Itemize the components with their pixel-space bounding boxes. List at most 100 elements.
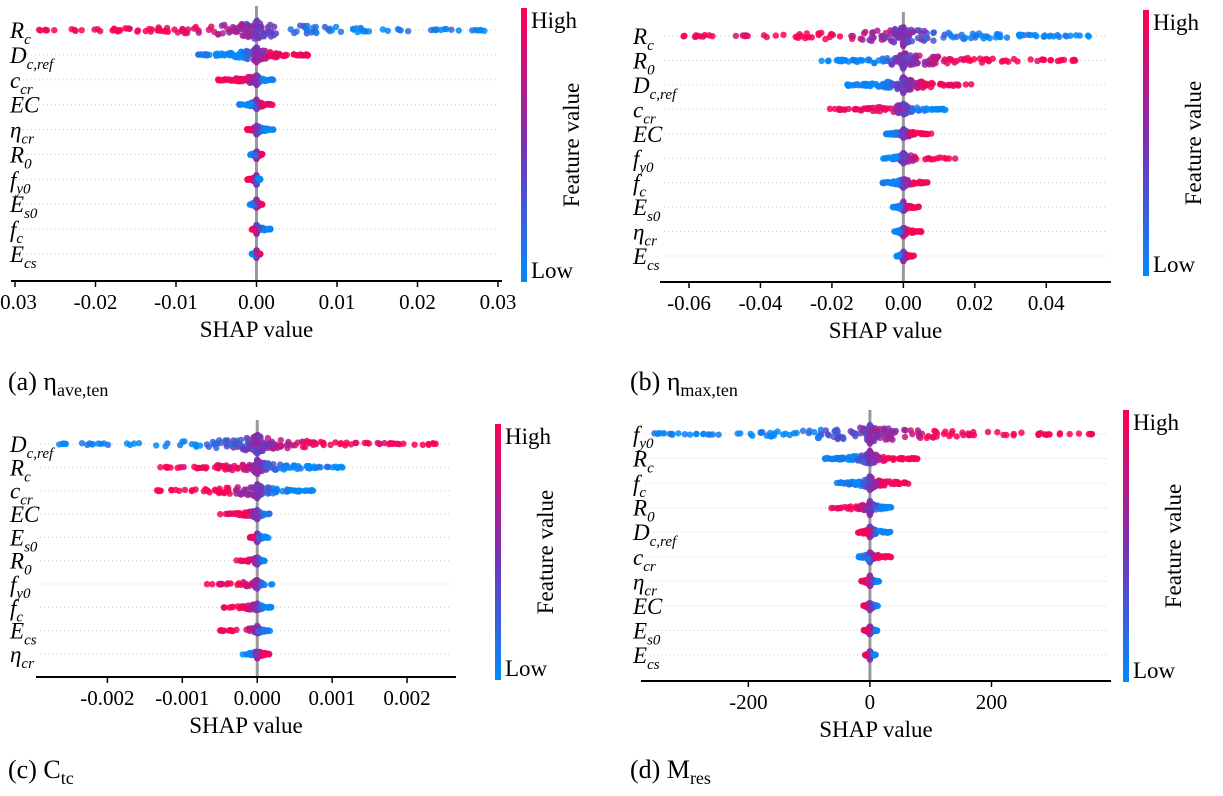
beeswarm-ccr (153, 481, 317, 502)
shap-point (264, 100, 271, 108)
shap-point (155, 487, 162, 495)
shap-point (985, 56, 992, 64)
shap-point (763, 33, 770, 41)
shap-point (790, 430, 798, 437)
shap-point (980, 35, 987, 42)
shap-point (913, 228, 920, 235)
shap-point (867, 428, 874, 435)
shap-point (827, 31, 835, 38)
beeswarm-Ecs (861, 648, 879, 663)
shap-point (244, 33, 252, 40)
shap-point (946, 432, 953, 440)
shap-point (244, 176, 251, 183)
shap-point (304, 22, 311, 29)
shap-point (896, 252, 903, 259)
shap-point (905, 86, 912, 93)
shap-point (908, 60, 915, 67)
shap-point (252, 104, 259, 111)
shap-point (888, 504, 895, 511)
shap-point (337, 28, 345, 35)
x-tick-label: 0.02 (399, 290, 436, 314)
shap-point (215, 31, 222, 38)
feature-label: ccr (10, 479, 33, 509)
feature-label: Rc (9, 455, 31, 485)
shap-point (872, 627, 879, 634)
shap-point (845, 504, 852, 511)
shap-point (838, 58, 845, 65)
shap-point (805, 429, 813, 437)
shap-point (267, 581, 275, 588)
shap-point (218, 50, 225, 57)
shap-point (385, 441, 393, 448)
colorbar: High Low Feature value (1123, 410, 1186, 683)
shap-point (437, 26, 445, 34)
shap-point (222, 76, 229, 83)
shap-point (1047, 32, 1054, 39)
shap-point (901, 433, 909, 441)
shap-point (1060, 56, 1068, 63)
shap-point (213, 444, 220, 452)
shap-point (267, 21, 274, 28)
shap-point (477, 26, 484, 34)
shap-point (254, 98, 261, 105)
feature-label: fy0 (633, 422, 654, 452)
shap-point (968, 81, 975, 88)
shap-point (390, 440, 397, 447)
shap-point (931, 106, 938, 113)
shap-point (866, 509, 874, 516)
shap-point (878, 503, 886, 510)
shap-point (910, 252, 918, 259)
shap-point (301, 487, 309, 494)
x-tick-label: 0.002 (383, 686, 430, 710)
shap-point (153, 442, 160, 449)
shap-point (768, 433, 775, 440)
feature-label: ηcr (10, 118, 34, 148)
shap-point (258, 33, 265, 40)
beeswarm-Dc,ref (195, 44, 311, 66)
feature-label: Ecs (9, 619, 37, 649)
beeswarm-Rc (157, 456, 346, 478)
shap-point (285, 440, 292, 447)
shap-point (1018, 429, 1025, 436)
shap-point (249, 439, 256, 446)
shap-point (836, 33, 844, 40)
shap-point (864, 576, 871, 583)
shap-point (262, 47, 269, 55)
shap-point (239, 651, 246, 658)
panel-caption: (a) ηave,ten (8, 367, 108, 400)
feature-label: ηcr (10, 642, 34, 672)
shap-point (910, 179, 917, 186)
shap-point (234, 464, 241, 472)
shap-point (195, 29, 202, 36)
shap-point (919, 84, 927, 91)
shap-point (56, 441, 63, 448)
shap-point (932, 59, 939, 67)
feature-label: Ecs (9, 242, 37, 272)
shap-point (869, 107, 876, 115)
shap-point (242, 447, 249, 454)
shap-point (161, 28, 168, 35)
shap-point (972, 32, 979, 39)
shap-point (354, 28, 361, 36)
x-axis-label: SHAP value (189, 713, 303, 738)
shap-point (224, 510, 232, 517)
shap-point (928, 130, 935, 137)
shap-point (749, 432, 756, 439)
x-tick-label: -0.03 (0, 290, 37, 314)
shap-point (894, 82, 902, 90)
x-tick-label: 0.04 (1028, 291, 1065, 315)
beeswarm-EC (860, 600, 881, 614)
shap-point (267, 48, 274, 56)
shap-point (700, 430, 707, 438)
feature-label: R0 (632, 48, 655, 78)
beeswarm-Es0 (889, 198, 922, 214)
shap-point (469, 27, 476, 34)
shap-point (905, 32, 912, 39)
shap-point (217, 581, 225, 588)
colorbar: High Low Feature value (495, 424, 558, 681)
x-tick-label: 0.001 (309, 686, 356, 710)
colorbar-title: Feature value (1181, 81, 1206, 206)
shap-point (250, 534, 257, 541)
